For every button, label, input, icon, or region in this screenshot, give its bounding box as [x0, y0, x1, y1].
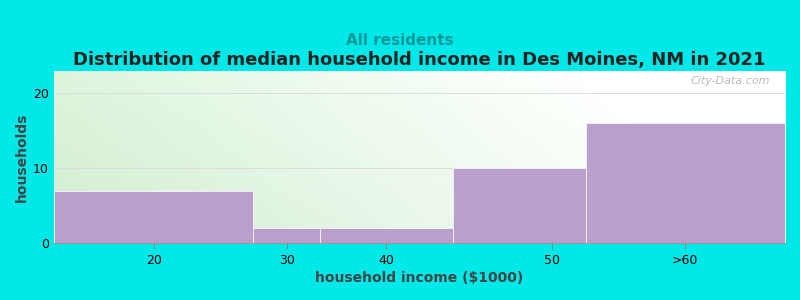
- Y-axis label: households: households: [15, 112, 29, 202]
- X-axis label: household income ($1000): household income ($1000): [315, 271, 523, 285]
- Bar: [254, 228, 320, 243]
- Text: All residents: All residents: [346, 33, 454, 48]
- Bar: [453, 168, 586, 243]
- Title: Distribution of median household income in Des Moines, NM in 2021: Distribution of median household income …: [74, 51, 766, 69]
- Bar: [54, 191, 254, 243]
- Bar: [586, 123, 785, 243]
- Bar: [453, 168, 586, 243]
- Bar: [586, 123, 785, 243]
- Text: City-Data.com: City-Data.com: [691, 76, 770, 86]
- Bar: [320, 228, 453, 243]
- Bar: [320, 228, 453, 243]
- Bar: [254, 228, 320, 243]
- Bar: [54, 191, 254, 243]
